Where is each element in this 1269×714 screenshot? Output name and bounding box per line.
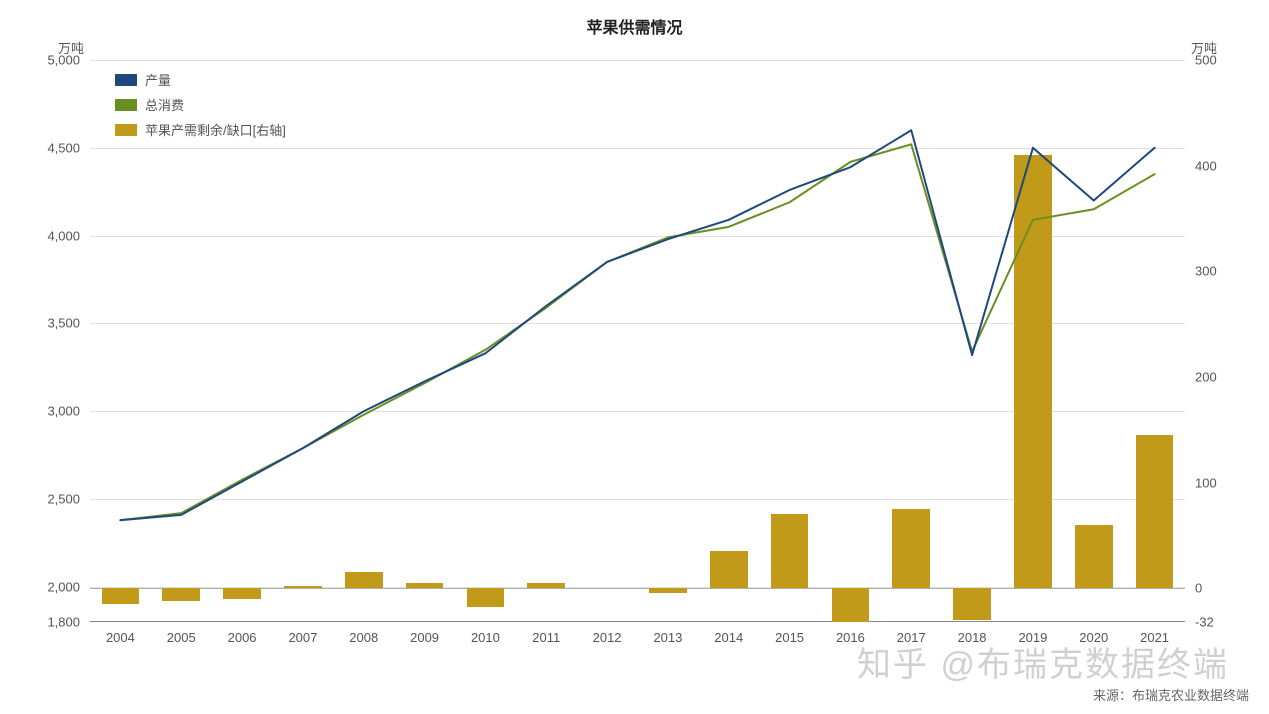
x-tick-label: 2005 bbox=[167, 630, 196, 645]
y-left-tick-label: 3,500 bbox=[20, 316, 80, 331]
y-right-tick-label: 200 bbox=[1195, 369, 1255, 384]
legend: 产量总消费苹果产需剩余/缺口[右轴] bbox=[115, 70, 286, 145]
x-tick-label: 2012 bbox=[593, 630, 622, 645]
y-left-tick-label: 5,000 bbox=[20, 53, 80, 68]
x-tick-label: 2010 bbox=[471, 630, 500, 645]
y-right-tick-label: 0 bbox=[1195, 581, 1255, 596]
legend-swatch bbox=[115, 124, 137, 136]
y-right-tick-label: -32 bbox=[1195, 615, 1255, 630]
legend-item-production: 产量 bbox=[115, 70, 286, 89]
y-left-tick-label: 1,800 bbox=[20, 615, 80, 630]
x-tick-label: 2008 bbox=[349, 630, 378, 645]
y-right-tick-label: 300 bbox=[1195, 264, 1255, 279]
x-tick-label: 2015 bbox=[775, 630, 804, 645]
watermark: 知乎 @布瑞克数据终端 bbox=[857, 637, 1229, 686]
y-right-tick-label: 500 bbox=[1195, 53, 1255, 68]
y-left-tick-label: 2,000 bbox=[20, 579, 80, 594]
y-right-tick-label: 100 bbox=[1195, 475, 1255, 490]
source-label: 来源：布瑞克农业数据终端 bbox=[1093, 685, 1249, 704]
x-tick-label: 2011 bbox=[532, 630, 560, 645]
legend-swatch bbox=[115, 99, 137, 111]
y-left-tick-label: 3,000 bbox=[20, 404, 80, 419]
chart-title: 苹果供需情况 bbox=[0, 14, 1269, 38]
legend-swatch bbox=[115, 74, 137, 86]
legend-label: 总消费 bbox=[145, 95, 184, 114]
legend-item-consumption: 总消费 bbox=[115, 95, 286, 114]
x-tick-label: 2007 bbox=[288, 630, 317, 645]
y-left-tick-label: 4,500 bbox=[20, 140, 80, 155]
x-tick-label: 2006 bbox=[228, 630, 257, 645]
legend-label: 产量 bbox=[145, 70, 171, 89]
y-right-tick-label: 400 bbox=[1195, 158, 1255, 173]
x-tick-label: 2009 bbox=[410, 630, 439, 645]
y-left-tick-label: 4,000 bbox=[20, 228, 80, 243]
x-tick-label: 2013 bbox=[653, 630, 682, 645]
x-tick-label: 2004 bbox=[106, 630, 135, 645]
legend-item-surplus: 苹果产需剩余/缺口[右轴] bbox=[115, 120, 286, 139]
y-left-tick-label: 2,500 bbox=[20, 492, 80, 507]
x-tick-label: 2014 bbox=[714, 630, 743, 645]
legend-label: 苹果产需剩余/缺口[右轴] bbox=[145, 120, 286, 139]
